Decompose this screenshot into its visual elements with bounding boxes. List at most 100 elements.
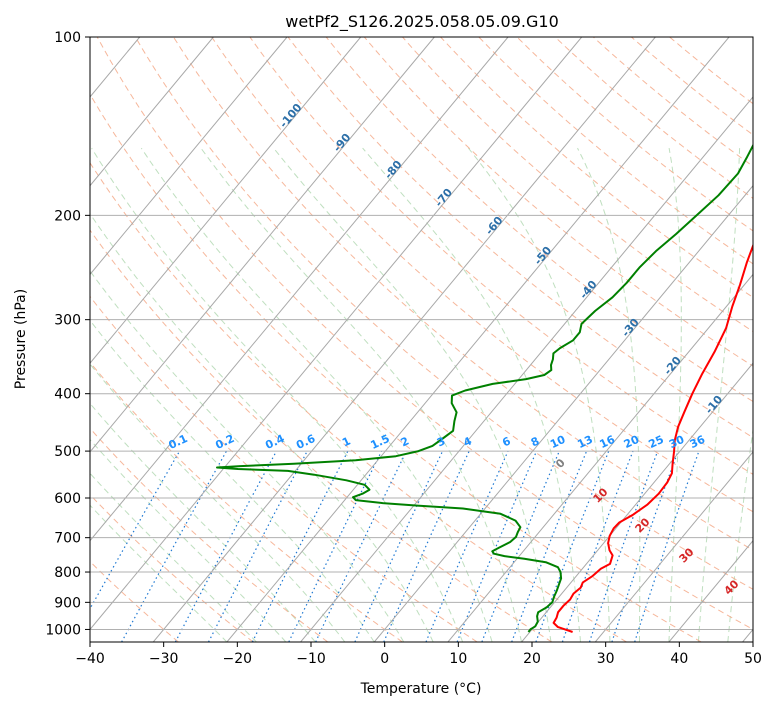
dry-adiabat-line: [90, 427, 329, 642]
mixing-ratio-line: [425, 450, 509, 642]
isotherm-line: [521, 362, 753, 642]
x-tick-label: 50: [744, 651, 762, 667]
dry-adiabat-label: -60: [483, 214, 506, 238]
mixing-ratio-label: 2: [399, 434, 411, 449]
dry-adiabat-line: [96, 37, 753, 631]
mixing-ratio-label: 0.2: [213, 432, 236, 452]
mixing-ratio-label: 30: [667, 433, 687, 451]
isotherm-line: [447, 273, 753, 642]
dry-adiabat-line: [134, 37, 753, 590]
isotherm-line: [90, 37, 509, 542]
dry-adiabat-label: -80: [382, 158, 405, 182]
mixing-ratio-line: [315, 450, 407, 642]
dry-adiabat-line: [90, 295, 478, 642]
isotherms: [0, 37, 753, 642]
isotherm-line: [90, 37, 583, 631]
y-tick-label: 100: [54, 30, 81, 46]
x-axis-label: Temperature (°C): [360, 681, 482, 697]
mixing-ratio-line: [207, 450, 308, 642]
isotherm-line: [742, 628, 753, 642]
x-tick-label: −30: [149, 651, 179, 667]
y-tick-label: 800: [54, 565, 81, 581]
dewpoint-profile-line: [216, 143, 753, 633]
isotherm-line: [373, 184, 753, 642]
moist-adiabat-label: 30: [677, 545, 697, 565]
plot-frame: [89, 36, 754, 643]
dry-adiabat-line: [554, 37, 753, 199]
mixing-ratio-label: 6: [500, 434, 513, 449]
moist-adiabat-line: [90, 438, 287, 642]
x-tick-label: −20: [223, 651, 253, 667]
mixing-ratio-line: [561, 450, 634, 642]
isotherm-line: [90, 37, 288, 276]
dry-adiabat-line: [516, 37, 753, 232]
mixing-ratio-line: [456, 450, 538, 642]
mixing-ratio-line: [511, 450, 588, 642]
dry-adiabat-line: [249, 37, 753, 475]
isobars: [90, 37, 753, 630]
dry-adiabat-line: [90, 93, 702, 642]
mixing-ratio-line: [481, 450, 560, 642]
x-tick-label: 40: [670, 651, 688, 667]
mixing-ratio-line: [634, 450, 700, 642]
dry-adiabat-line: [363, 37, 753, 367]
y-tick-label: 400: [54, 387, 81, 403]
isotherm-line: [0, 37, 66, 642]
x-tick-label: 0: [380, 651, 389, 667]
mixing-ratio-label: 13: [575, 433, 594, 451]
isotherm-line: [152, 37, 656, 642]
x-tick-label: −40: [75, 651, 105, 667]
x-axis: −40 −30 −20 −10 0 10 20 30 40 50: [75, 642, 762, 667]
y-tick-label: 200: [54, 208, 81, 224]
plot-area: 0.1 0.2 0.4 0.6 1 1.5 2 3 4 6 8 10 13 16 20 25 30 36-100-…: [0, 37, 753, 642]
mixing-ratio-line: [121, 450, 227, 642]
moist-adiabat-line: [90, 363, 346, 642]
chart-title: wetPf2_S126.2025.058.05.09.G10: [285, 12, 559, 32]
moist-adiabat-label: 10: [591, 485, 611, 505]
moist-adiabat-line: [668, 148, 682, 642]
dry-adiabat-line: [90, 361, 403, 642]
y-tick-label: 900: [54, 595, 81, 611]
dry-adiabat-label: -90: [331, 131, 354, 155]
mixing-ratio-line: [535, 450, 610, 642]
dry-adiabat-line: [90, 229, 553, 642]
moist-adiabat-line: [90, 270, 405, 642]
mixing-ratio-label: 16: [598, 433, 618, 451]
moist-adiabat-line: [697, 148, 741, 642]
dry-adiabat-label: -40: [577, 278, 600, 302]
x-tick-label: −10: [296, 651, 326, 667]
y-tick-label: 300: [54, 313, 81, 329]
y-axis: 1000 900 800 700 600 500 400 300 200 100: [45, 30, 90, 638]
mixing-ratio-label: 20: [622, 433, 642, 451]
isotherm-line: [594, 451, 753, 642]
dry-adiabat-label: -70: [432, 186, 455, 210]
mixing-ratio-lines: [90, 450, 700, 642]
mixing-ratio-line: [90, 450, 181, 610]
mixing-ratio-label: 0.4: [263, 432, 286, 452]
mixing-ratio-label: 36: [688, 433, 708, 451]
x-tick-label: 30: [597, 651, 615, 667]
moist-adiabat-line: [90, 402, 316, 642]
mixing-ratio-line: [288, 450, 383, 642]
isotherm-line: [226, 37, 730, 642]
y-tick-label: 600: [54, 491, 81, 507]
y-tick-label: 500: [54, 444, 81, 460]
moist-adiabat-line: [468, 147, 611, 642]
mixing-ratio-label: 0.1: [166, 432, 189, 452]
mixing-ratio-label: 8: [529, 434, 541, 449]
isotherm-line: [90, 37, 435, 453]
mixing-ratio-label: 1: [340, 434, 352, 449]
dry-adiabat-label: -50: [532, 244, 555, 268]
y-tick-label: 700: [54, 531, 81, 547]
moist-adiabat-label: 20: [633, 515, 653, 535]
dry-adiabat-line: [440, 37, 753, 298]
dry-adiabat-label: -100: [277, 101, 305, 131]
dry-adiabats: [90, 37, 753, 642]
sounding-profiles: [216, 143, 753, 633]
mixing-ratio-label: 4: [461, 434, 474, 449]
mixing-ratio-line: [383, 450, 470, 642]
isotherm-line: [90, 37, 362, 364]
y-axis-label: Pressure (hPa): [13, 289, 29, 389]
moist-adiabat-line: [90, 212, 434, 642]
